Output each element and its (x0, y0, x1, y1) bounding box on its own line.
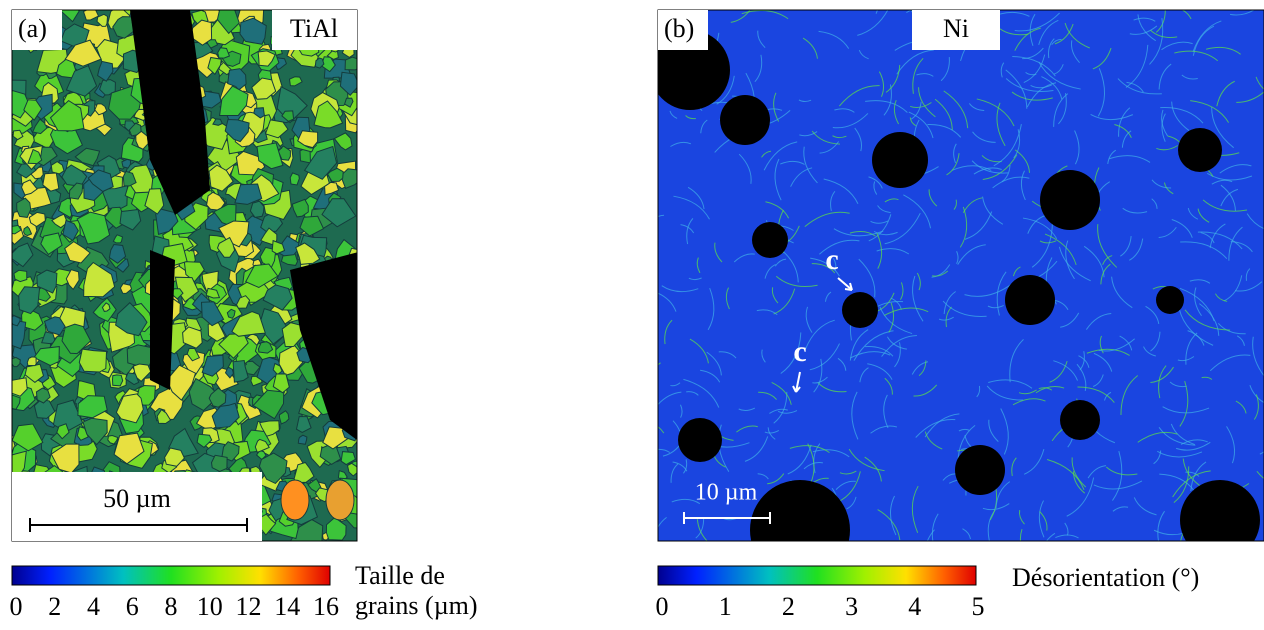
material-label: Ni (943, 14, 969, 43)
void (750, 480, 850, 580)
grain (212, 455, 228, 471)
grain (14, 270, 27, 281)
colorbar-tick-label: 12 (236, 592, 262, 621)
colorbar-tick-label: 2 (48, 592, 61, 621)
void (1005, 275, 1055, 325)
grain (281, 480, 309, 520)
void (842, 292, 878, 328)
colorbar (12, 566, 330, 585)
void (955, 445, 1005, 495)
colorbar-tick-label: 1 (719, 592, 732, 621)
panel-label: (b) (664, 14, 694, 43)
void (1060, 400, 1100, 440)
colorbar (658, 566, 976, 585)
colorbar-tick-label: 5 (972, 592, 985, 621)
grain (11, 357, 20, 366)
colorbar-tick-label: 0 (656, 592, 669, 621)
colorbar-title: grains (µm) (355, 591, 478, 620)
colorbar-tick-label: 0 (10, 592, 23, 621)
grain (27, 357, 36, 366)
scale-bar-label: 10 µm (695, 480, 758, 506)
colorbar-tick-label: 10 (197, 592, 223, 621)
panel-label: (a) (18, 14, 47, 43)
colorbar-title: Désorientation (°) (1012, 563, 1199, 592)
grain (122, 159, 131, 168)
colorbar-tick-label: 6 (126, 592, 139, 621)
annotation: c (825, 243, 838, 276)
colorbar-tick-label: 14 (274, 592, 300, 621)
grain (290, 173, 299, 185)
grain (113, 375, 123, 386)
void (1156, 286, 1184, 314)
void (752, 222, 788, 258)
figure: (a) TiAl 50 µm (b) Ni 10 µm c c Taille d… (0, 0, 1264, 625)
scale-bar-label: 50 µm (103, 484, 171, 513)
void (1040, 170, 1100, 230)
void (720, 95, 770, 145)
annotation: c (793, 335, 806, 368)
material-label: TiAl (290, 14, 338, 43)
colorbar-tick-label: 4 (87, 592, 100, 621)
grain (326, 480, 354, 520)
colorbar-tick-label: 2 (782, 592, 795, 621)
colorbar-tick-label: 16 (313, 592, 339, 621)
void (1178, 128, 1222, 172)
void (1180, 480, 1260, 560)
grain (345, 57, 362, 70)
void (872, 132, 928, 188)
grain (79, 349, 106, 372)
void (678, 418, 722, 462)
colorbar-title: Taille de (355, 561, 445, 590)
colorbar-tick-label: 8 (165, 592, 178, 621)
colorbar-tick-label: 3 (845, 592, 858, 621)
colorbar-tick-label: 4 (908, 592, 921, 621)
